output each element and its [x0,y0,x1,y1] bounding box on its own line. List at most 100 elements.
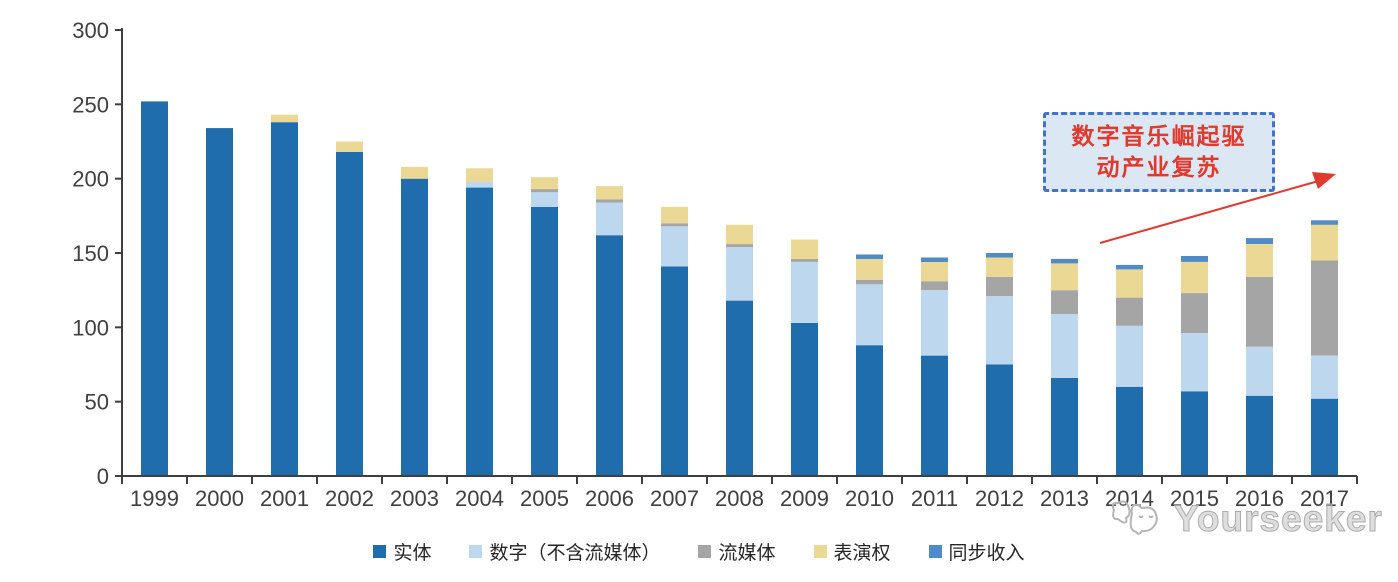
x-category-label: 2004 [455,486,504,511]
bar-segment-2015-series4 [1181,256,1208,262]
bar-segment-2017-series2 [1311,260,1338,356]
bar-segment-2010-series2 [856,279,883,285]
bar-segment-2014-series0 [1116,386,1143,476]
bar-segment-2009-series1 [791,261,818,323]
legend-label: 同步收入 [948,542,1025,564]
bar-segment-2007-series0 [661,266,688,476]
bar-segment-2005-series0 [531,206,558,476]
legend-swatch-icon [813,544,827,558]
bar-segment-2003-series3 [401,166,428,179]
x-category-label: 2000 [195,486,244,511]
bar-segment-2015-series2 [1181,293,1208,334]
legend-item-4: 同步收入 [928,538,1025,565]
watermark-text: Yourseeker [1174,498,1383,540]
x-category-label: 2001 [260,486,309,511]
bar-segment-2004-series1 [466,181,493,188]
bar-segment-2011-series4 [921,257,948,262]
legend-swatch-icon [469,544,483,558]
bar-segment-2009-series2 [791,258,818,262]
x-category-label: 2007 [650,486,699,511]
bar-segment-2006-series1 [596,202,623,236]
bar-segment-2013-series0 [1051,377,1078,476]
x-category-label: 2015 [1170,486,1219,511]
legend-swatch-icon [928,544,942,558]
bar-segment-2001-series0 [271,122,298,476]
bar-segment-2005-series1 [531,192,558,207]
y-tick-label: 50 [85,390,109,415]
x-category-label: 2013 [1040,486,1089,511]
bar-segment-2016-series1 [1246,346,1273,396]
bar-segment-2004-series3 [466,168,493,182]
bar-segment-2008-series3 [726,224,753,245]
bar-segment-2004-series0 [466,187,493,476]
x-category-label: 2008 [715,486,764,511]
x-category-label: 2012 [975,486,1024,511]
axes-group: 0 50 100 150 200 250 300 1999 2000 2001 2002 2003 20… [72,18,1358,511]
x-category-label: 2009 [780,486,829,511]
bar-segment-2017-series0 [1311,398,1338,476]
bar-segment-2014-series3 [1116,269,1143,298]
bar-segment-2010-series4 [856,254,883,259]
bar-segment-2012-series4 [986,253,1013,258]
watermark: Yourseeker [1108,496,1383,542]
bar-segment-2008-series1 [726,247,753,301]
bar-segment-2015-series1 [1181,333,1208,392]
legend-label: 流媒体 [718,542,776,564]
bar-segment-2011-series0 [921,355,948,476]
bar-segment-2009-series3 [791,239,818,259]
legend-item-1: 数字（不含流媒体） [469,538,660,565]
bar-segment-2013-series4 [1051,258,1078,264]
bar-segment-2012-series2 [986,276,1013,297]
bar-segment-2006-series0 [596,235,623,476]
bar-segment-2010-series3 [856,258,883,280]
x-category-label: 2016 [1235,486,1284,511]
bar-segment-2007-series1 [661,226,688,267]
bar-segment-2011-series2 [921,281,948,291]
bars-group [141,101,1338,477]
bar-segment-2014-series2 [1116,297,1143,326]
bar-segment-2015-series3 [1181,261,1208,294]
bar-segment-2016-series3 [1246,244,1273,277]
bar-segment-2008-series2 [726,244,753,248]
bar-segment-2014-series1 [1116,325,1143,387]
bar-segment-2013-series1 [1051,314,1078,378]
x-category-label: 2006 [585,486,634,511]
bar-segment-2006-series3 [596,186,623,200]
y-tick-label: 200 [72,167,109,192]
y-tick-label: 100 [72,315,109,340]
bar-segment-2013-series2 [1051,290,1078,314]
chart-legend: 实体 数字（不含流媒体） 流媒体 表演权 同步收入 [0,536,1398,566]
x-category-label: 2010 [845,486,894,511]
arrow-line [1099,179,1323,244]
x-category-label: 2003 [390,486,439,511]
legend-label: 表演权 [833,542,891,564]
bar-segment-2017-series3 [1311,224,1338,261]
bar-segment-2003-series0 [401,178,428,476]
bar-segment-2007-series3 [661,206,688,224]
bar-segment-2005-series3 [531,177,558,190]
bar-segment-2008-series0 [726,300,753,476]
arrow-head [1312,172,1336,189]
bar-segment-2014-series4 [1116,264,1143,270]
bar-segment-2002-series3 [336,141,363,152]
annotation-callout-box: 数字音乐崛起驱 动产业复苏 [1043,112,1275,192]
bar-segment-2016-series2 [1246,276,1273,347]
x-category-label: 2017 [1300,486,1349,511]
bar-segment-2017-series1 [1311,355,1338,399]
annotation-text-line2: 动产业复苏 [1096,154,1222,180]
bar-segment-2017-series4 [1311,220,1338,225]
x-category-label: 2005 [520,486,569,511]
bar-segment-2013-series3 [1051,263,1078,291]
bar-segment-2016-series0 [1246,395,1273,476]
legend-item-2: 流媒体 [698,538,776,565]
cat-logo-icon [1111,500,1158,535]
bar-segment-2012-series1 [986,296,1013,365]
bar-segment-2007-series2 [661,223,688,227]
bar-segment-2011-series3 [921,261,948,282]
annotation-text-line1: 数字音乐崛起驱 [1071,123,1247,149]
bar-segment-2012-series0 [986,364,1013,476]
y-tick-label: 0 [97,464,109,489]
y-tick-label: 300 [72,18,109,43]
